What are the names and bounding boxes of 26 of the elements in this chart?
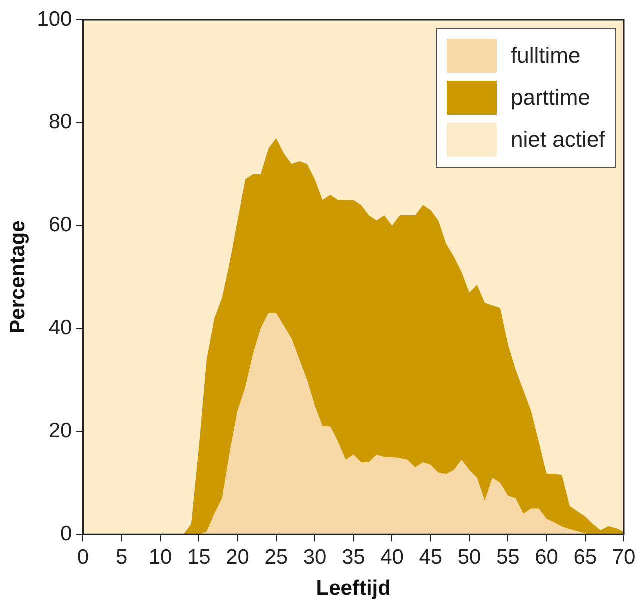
- x-tick-label: 25: [264, 546, 288, 569]
- legend-label: niet actief: [511, 127, 606, 153]
- y-tick-label: 100: [37, 8, 72, 31]
- x-tick-label: 40: [380, 546, 404, 569]
- y-tick-label: 20: [48, 419, 72, 442]
- y-tick-label: 60: [48, 214, 72, 237]
- x-tick-label: 10: [148, 546, 172, 569]
- x-tick-label: 0: [77, 546, 90, 569]
- x-tick-label: 15: [187, 546, 211, 569]
- y-axis-title: Percentage: [6, 220, 30, 334]
- x-axis-title: Leeftijd: [316, 577, 391, 600]
- x-tick-label: 70: [612, 546, 636, 569]
- x-tick-label: 50: [458, 546, 482, 569]
- x-tick-label: 20: [226, 546, 250, 569]
- x-tick-label: 45: [419, 546, 443, 569]
- y-tick-label: 80: [48, 110, 72, 134]
- x-tick-label: 65: [574, 546, 598, 569]
- y-tick-label: 0: [60, 522, 72, 546]
- x-tick-label: 60: [535, 546, 558, 569]
- x-tick-label: 30: [303, 546, 327, 569]
- x-tick-label: 35: [342, 546, 366, 569]
- legend-label: fulltime: [511, 43, 581, 69]
- legend-label: parttime: [511, 85, 590, 111]
- x-tick-label: 55: [496, 546, 520, 569]
- y-tick-label: 40: [48, 316, 72, 340]
- x-tick-label: 5: [116, 546, 128, 569]
